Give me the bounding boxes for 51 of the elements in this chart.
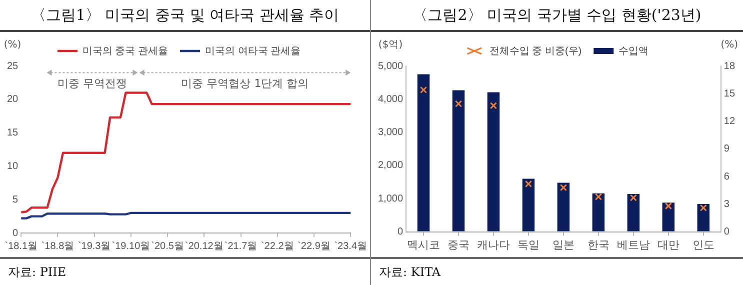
- y-tick-label: 20: [7, 94, 19, 106]
- x-tick-label: 멕시코: [407, 239, 440, 252]
- y2-tick-label: 3: [724, 198, 730, 210]
- y2-tick-label: 0: [724, 226, 730, 238]
- x-tick-label: `21.7월: [224, 240, 258, 252]
- y2-tick-label: 6: [724, 171, 730, 182]
- y2-tick-label: 15: [724, 88, 736, 100]
- y2-tick-label: 12: [724, 116, 736, 128]
- y-tick-label: 25: [7, 60, 19, 72]
- x-tick-label: `19.10월: [112, 240, 150, 252]
- x-tick-label: 독일: [517, 239, 540, 252]
- text: 자료: PIIE: [8, 264, 66, 281]
- y2-axis-title: (%): [720, 40, 738, 51]
- x-tick-label: `22.9월: [298, 240, 330, 252]
- y-axis-title: ($억): [378, 40, 403, 51]
- legend-label: 전체수입 중 비중(우): [489, 46, 582, 57]
- y-tick-label: 3,000: [378, 127, 404, 138]
- y-tick-label: 2,000: [378, 160, 404, 172]
- x-tick-label: 인도: [692, 239, 714, 252]
- x-tick-label: 대만: [657, 239, 680, 252]
- y2-tick-label: 18: [724, 60, 736, 72]
- y-tick-label: 10: [7, 160, 19, 172]
- y-tick-label: 0: [12, 228, 19, 239]
- chart-title: 〈그림2〉 미국의 국가별 수입 현황('23년): [371, 0, 743, 32]
- x-tick-label: `18.8월: [41, 240, 74, 252]
- x-tick-label: `19.3월: [78, 240, 111, 252]
- y-tick-label: 15: [7, 128, 19, 139]
- x-tick-label: `23.4월: [334, 240, 367, 252]
- text: 자료: KITA: [379, 264, 441, 281]
- x-tick-label: 일본: [552, 239, 574, 252]
- annotation: 미중 무역전쟁: [58, 77, 127, 90]
- legend-label: 미국의 여타국 관세율: [205, 46, 301, 57]
- y-tick-label: 5,000: [378, 60, 404, 72]
- x-tick-label: `18.1월: [4, 240, 38, 252]
- x-tick-label: 베트남: [616, 239, 650, 252]
- y2-tick-label: 9: [724, 144, 730, 155]
- x-tick-label: 중국: [448, 239, 470, 252]
- x-tick-label: 한국: [587, 239, 610, 252]
- y-tick-label: 4,000: [378, 94, 404, 105]
- x-tick-label: `22.2월: [260, 240, 294, 252]
- legend-label: 미국의 중국 관세율: [82, 46, 168, 57]
- y-axis-title: (%): [4, 40, 22, 51]
- x-tick-label: `20.5월: [151, 240, 184, 252]
- y-tick-label: 0: [397, 226, 404, 238]
- y-tick-label: 1,000: [378, 193, 404, 204]
- annotation: 미중 무역협상 1단계 합의: [181, 77, 309, 90]
- x-tick-label: `20.12월: [184, 240, 224, 252]
- legend-label: 수입액: [618, 46, 649, 57]
- y-tick-label: 5: [12, 194, 19, 206]
- chart-title: 〈그림1〉 미국의 중국 및 여타국 관세율 추이: [0, 0, 370, 32]
- x-tick-label: 캐나다: [476, 239, 510, 252]
